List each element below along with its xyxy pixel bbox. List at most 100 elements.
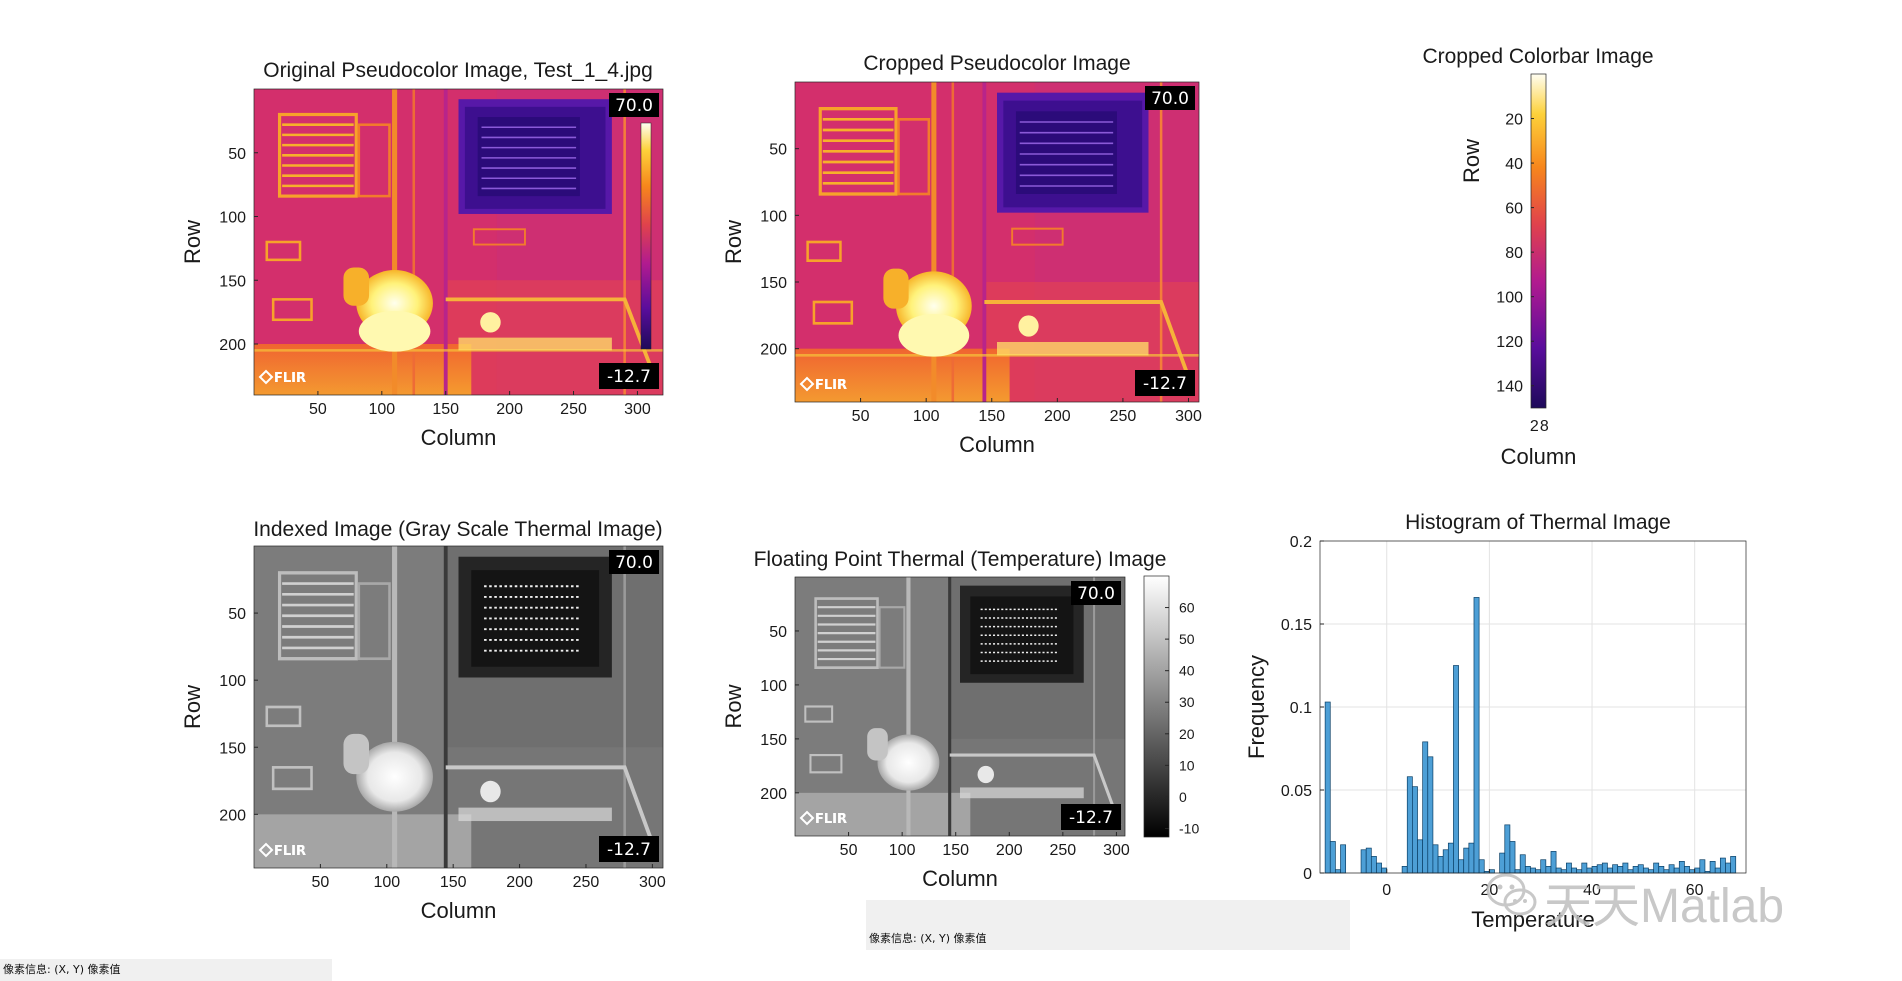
y-tick-label: 120 [1496, 334, 1523, 351]
x-tick-label: 100 [889, 842, 916, 859]
histogram-bar [1340, 844, 1347, 874]
histogram-bar [1478, 859, 1485, 874]
colorbar-tick-label: 60 [1179, 600, 1195, 616]
histogram-bar [1376, 862, 1382, 874]
x-tick-label: 2 [1530, 418, 1539, 435]
histogram-bar [1401, 866, 1408, 874]
histogram-bar [1365, 847, 1372, 874]
min-temp-label: -12.7 [1135, 370, 1195, 396]
flir-logo-text: FLIR [274, 371, 306, 386]
colorbar-gradient [1143, 575, 1170, 838]
histogram-bar [1473, 597, 1480, 874]
x-tick-label: 100 [913, 408, 940, 425]
colorbar-image-panel: Cropped Colorbar Image 20 40 60 80 100 120 140 2… [1422, 45, 1653, 469]
x-tick-label: 100 [368, 401, 395, 418]
y-tick-label: 50 [769, 142, 787, 159]
panels: Original Pseudocolor Image, Test_1_4.jpg… [180, 45, 1747, 932]
colorbar-tick-label: 0 [1179, 789, 1187, 805]
x-tick-label: 200 [506, 874, 533, 891]
flir-logo-text: FLIR [815, 378, 847, 393]
y-tick-label: 150 [219, 273, 246, 290]
panel-title: Cropped Pseudocolor Image [863, 52, 1130, 75]
x-tick-label: 300 [1103, 842, 1130, 859]
x-tick-label: 200 [496, 401, 523, 418]
x-axis-label: Column [922, 866, 998, 891]
scene [795, 577, 1125, 836]
x-tick-label: 50 [840, 842, 858, 859]
max-temp-label: 70.0 [609, 550, 659, 574]
y-tick-label: 100 [1496, 290, 1523, 307]
image-panel-1: Original Pseudocolor Image, Test_1_4.jpg… [180, 59, 664, 450]
thermal-image: 70.0 -12.7 FLIR [795, 82, 1199, 402]
histogram-bar [1406, 776, 1413, 874]
x-axis-label: Column [421, 425, 497, 450]
min-temp-label: -12.7 [599, 363, 659, 389]
embedded-colorbar [640, 122, 652, 350]
axes-box [794, 81, 1200, 403]
flir-logo: FLIR [800, 811, 849, 828]
histogram-bar [1453, 665, 1459, 874]
image-panel-4: Indexed Image (Gray Scale Thermal Image)… [180, 518, 666, 923]
flir-logo-text: FLIR [274, 844, 306, 859]
histogram-bar [1324, 701, 1331, 874]
min-temp-text: -12.7 [1143, 374, 1187, 394]
x-tick-label: 8 [1540, 418, 1549, 435]
x-tick-label: 250 [1110, 408, 1137, 425]
y-tick-label: 100 [219, 210, 246, 227]
y-tick-label: 100 [760, 208, 787, 225]
x-axis-label: Column [421, 898, 497, 923]
y-tick-label: 200 [760, 342, 787, 359]
y-tick-label: 20 [1505, 112, 1523, 129]
x-tick-label: 200 [996, 842, 1023, 859]
x-tick-label: 150 [942, 842, 969, 859]
colorbar-tick-label: 40 [1179, 663, 1195, 679]
scene [254, 546, 663, 868]
x-axis-label: Column [1501, 444, 1577, 469]
pixel-info-status-bar: 像素信息: (X, Y) 像素值 [0, 959, 332, 981]
min-temp-text: -12.7 [607, 367, 651, 387]
max-temp-label: 70.0 [1145, 86, 1195, 110]
y-tick-label: 150 [760, 275, 787, 292]
y-tick-label: 100 [760, 678, 787, 695]
watermark-text: 天天Matlab [1544, 880, 1785, 933]
pixel-info-text-2: 像素信息: (X, Y) 像素值 [869, 932, 987, 945]
panel-title: Original Pseudocolor Image, Test_1_4.jpg [263, 59, 653, 82]
flir-logo: FLIR [259, 843, 308, 860]
panel-title: Cropped Colorbar Image [1422, 45, 1653, 68]
flir-logo: FLIR [800, 377, 849, 394]
y-tick-label: 60 [1505, 201, 1523, 218]
histogram-bar [1468, 842, 1475, 874]
y-tick-label: 200 [219, 337, 246, 354]
y-tick-label: 0.2 [1290, 534, 1312, 551]
y-tick-label: 200 [760, 786, 787, 803]
y-tick-label: 0.05 [1281, 783, 1312, 800]
max-temp-label: 70.0 [609, 93, 659, 117]
histogram-bar [1427, 756, 1434, 874]
y-tick-label: 140 [1496, 379, 1523, 396]
max-temp-label: 70.0 [1071, 581, 1121, 605]
histogram-bar [1432, 844, 1439, 874]
panel-title: Indexed Image (Gray Scale Thermal Image) [253, 518, 662, 541]
max-temp-text: 70.0 [615, 553, 653, 573]
x-tick-label: 50 [311, 874, 329, 891]
y-tick-label: 40 [1505, 156, 1523, 173]
y-axis-label: Row [180, 685, 205, 729]
panel-title: Floating Point Thermal (Temperature) Ima… [754, 548, 1167, 571]
histogram-bar [1422, 741, 1429, 874]
min-temp-label: -12.7 [1061, 804, 1121, 830]
colorbar-tick-label: -10 [1179, 820, 1199, 836]
colorbar-tick-label: 10 [1179, 757, 1195, 773]
y-tick-label: 50 [769, 624, 787, 641]
x-axis-label: Temperature [1471, 907, 1595, 932]
y-axis-label: Row [721, 220, 746, 264]
x-tick-label: 250 [1050, 842, 1077, 859]
watermark: 天天Matlab [1486, 866, 1866, 933]
histogram-bar [1335, 869, 1341, 874]
y-tick-label: 150 [760, 732, 787, 749]
panel-title: Histogram of Thermal Image [1405, 511, 1671, 534]
histogram-bar [1447, 842, 1454, 874]
pixel-info-status-bar-2: 像素信息: (X, Y) 像素值 [866, 900, 1350, 950]
flir-logo: FLIR [259, 370, 308, 387]
